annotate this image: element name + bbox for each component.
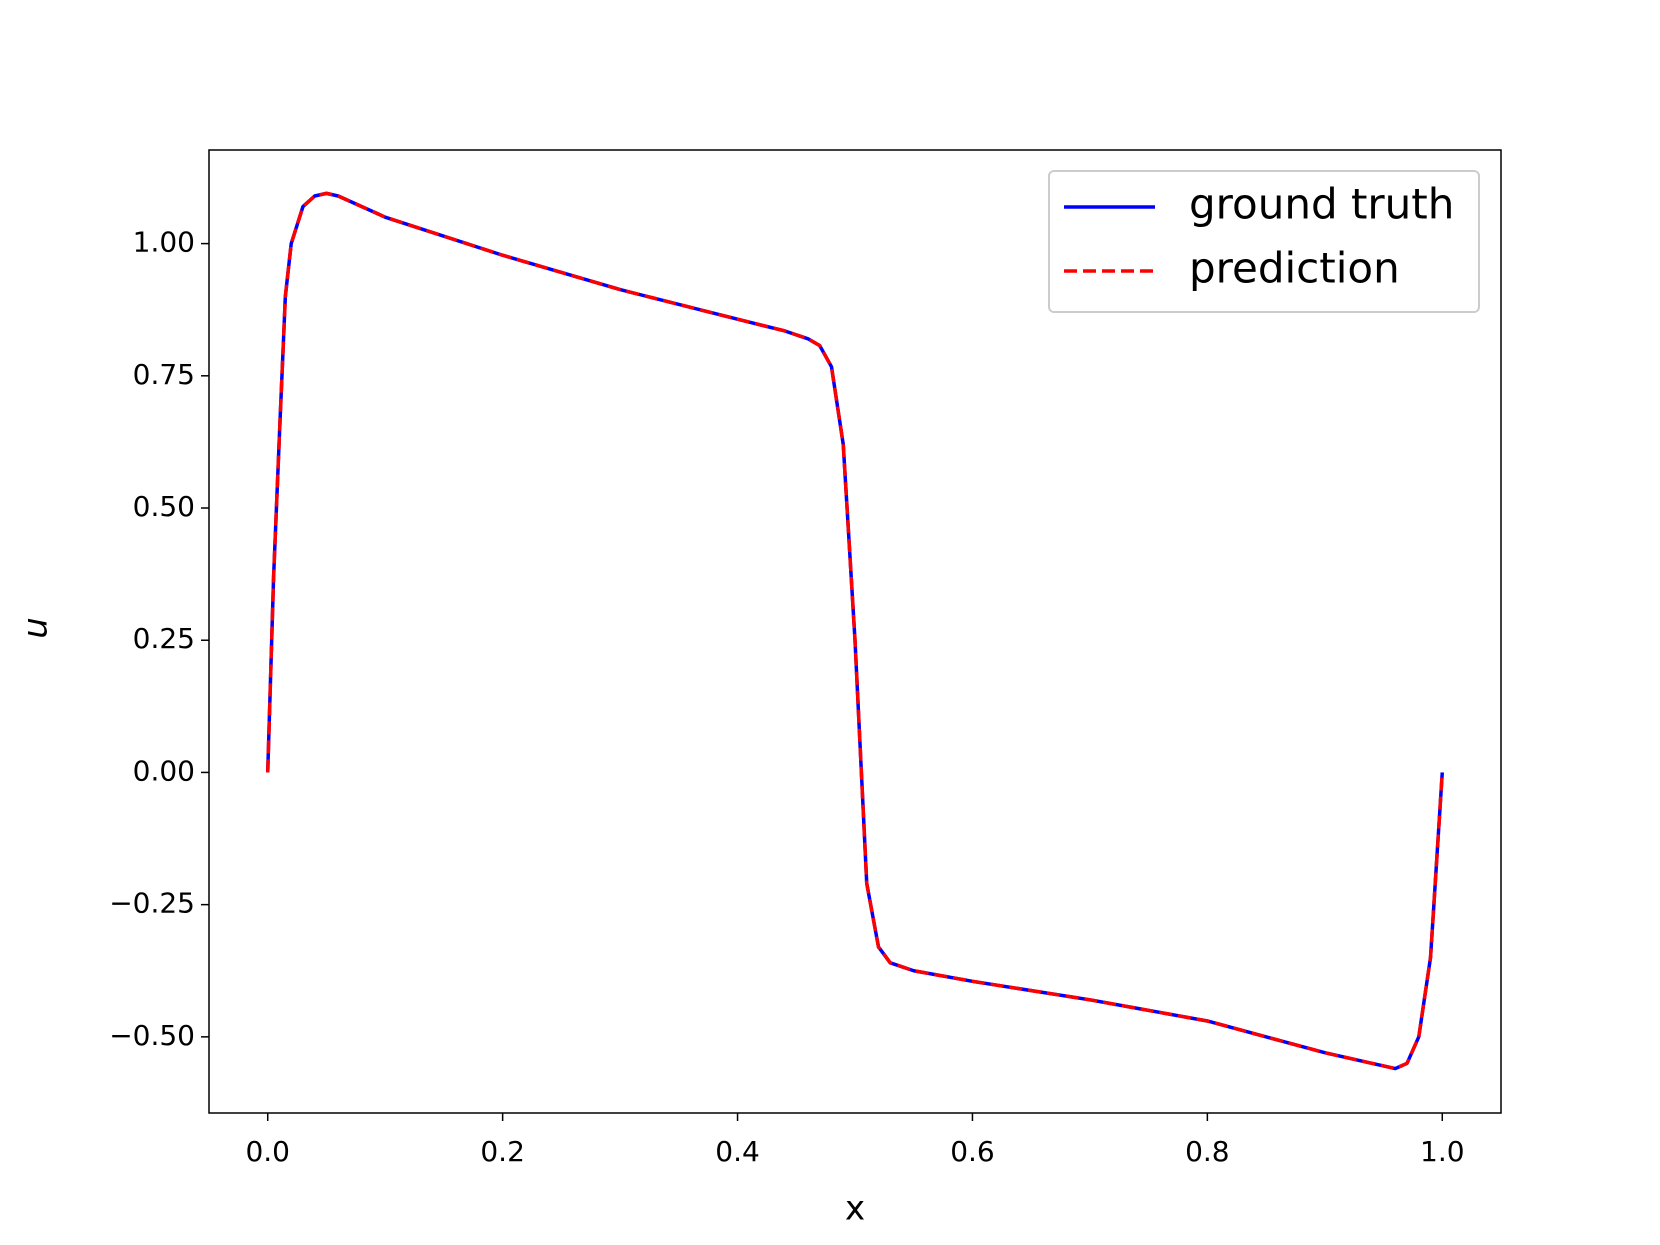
x-tick-label: 0.4 (715, 1135, 760, 1168)
x-tick-label: 0.8 (1185, 1135, 1230, 1168)
legend-box (1048, 170, 1480, 313)
y-tick-label: 0.25 (133, 622, 195, 655)
y-tick-label: −0.25 (109, 887, 195, 920)
x-tick-label: 1.0 (1420, 1135, 1465, 1168)
x-tick-label: 0.2 (480, 1135, 525, 1168)
y-tick-label: 0.75 (133, 358, 195, 391)
y-tick-label: 1.00 (133, 226, 195, 259)
y-tick-label: 0.00 (133, 754, 195, 787)
x-tick-label: 0.6 (950, 1135, 995, 1168)
plot-frame (208, 149, 1502, 1114)
y-axis-label: u (16, 617, 56, 639)
legend-label: prediction (1189, 244, 1400, 293)
series-line (265, 191, 1445, 1071)
x-axis-label: x (845, 1189, 865, 1229)
legend-label: ground truth (1189, 180, 1454, 229)
series-line (265, 191, 1445, 1071)
y-tick-label: −0.50 (109, 1019, 195, 1052)
x-tick-label: 0.0 (245, 1135, 290, 1168)
y-tick-label: 0.50 (133, 490, 195, 523)
